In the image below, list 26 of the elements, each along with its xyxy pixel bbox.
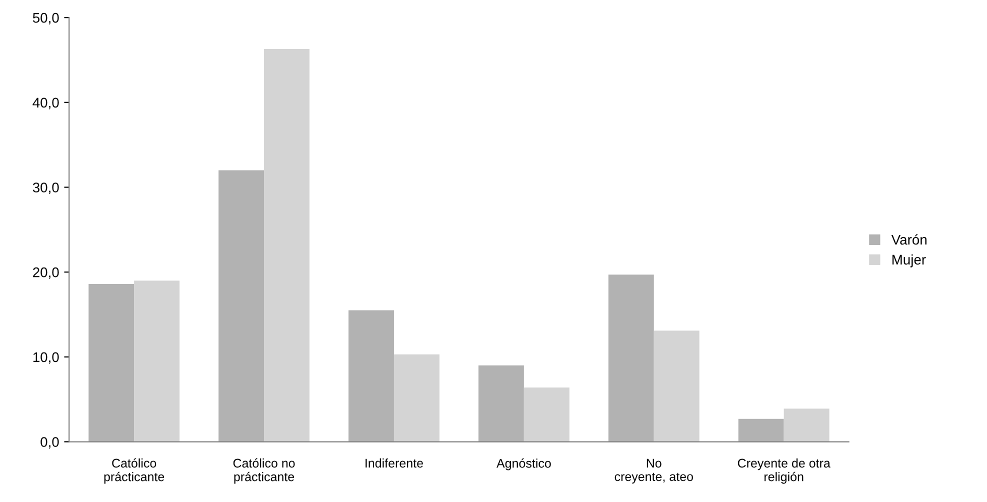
bar	[524, 387, 570, 442]
y-tick-label: 0,0	[40, 437, 59, 449]
bar	[478, 365, 524, 442]
bar	[738, 418, 784, 442]
legend-label: Varón	[891, 234, 926, 245]
bar	[784, 408, 830, 442]
y-tick-label: 50,0	[32, 12, 59, 24]
legend-label: Mujer	[892, 254, 926, 268]
x-tick-label: Indiferente	[366, 458, 423, 468]
bar	[88, 284, 134, 442]
y-tick-label: 20,0	[33, 267, 59, 279]
bar	[394, 354, 440, 442]
y-tick-label: 10,0	[33, 352, 59, 364]
bar	[348, 310, 394, 442]
bar	[608, 274, 654, 442]
y-tick-label: 40,0	[32, 98, 59, 110]
y-tick-label: 30,0	[32, 182, 59, 194]
x-tick-label: Agnóstico	[496, 458, 551, 470]
bar	[134, 280, 180, 442]
x-tick-label: No creyente, ateo	[614, 458, 693, 484]
x-tick-label: Creyente de otra religión	[738, 458, 830, 484]
x-tick-label: Católico prácticante	[104, 458, 164, 484]
bar	[218, 170, 264, 442]
bar	[654, 330, 700, 442]
bar	[264, 48, 310, 442]
x-tick-label: Católico no prácticante	[233, 458, 295, 484]
